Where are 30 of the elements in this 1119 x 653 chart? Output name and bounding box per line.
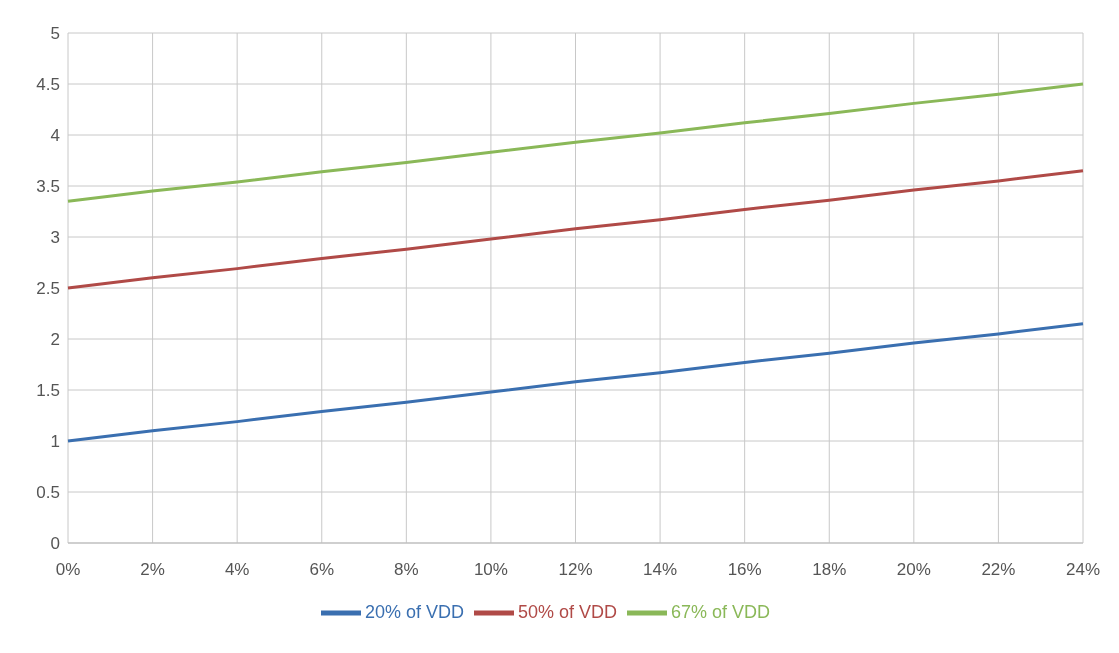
x-tick-label: 10% (473, 560, 508, 580)
x-tick-label: 22% (981, 560, 1016, 580)
y-tick-label: 2.5 (36, 279, 60, 299)
x-tick-label: 2% (140, 560, 165, 580)
y-tick-label: 3.5 (36, 177, 60, 197)
y-tick-label: 1 (50, 432, 60, 452)
line-series (66, 322, 1085, 443)
line-series (66, 82, 1085, 203)
legend-label: 20% of VDD (364, 601, 464, 622)
y-tick-label: 0.5 (36, 483, 60, 503)
y-tick-label: 4 (50, 126, 60, 146)
x-tick-label: 20% (896, 560, 931, 580)
x-tick-label: 8% (394, 560, 419, 580)
legend-label: 50% of VDD (517, 601, 618, 622)
y-tick-label: 4.5 (36, 75, 60, 95)
x-tick-label: 0% (55, 560, 81, 580)
legend-label: 67% of VDD (671, 601, 771, 622)
y-tick-label: 3 (50, 228, 60, 248)
x-tick-label: 18% (812, 560, 847, 580)
x-tick-label: 6% (309, 560, 335, 580)
y-tick-label: 2 (50, 330, 60, 350)
y-tick-label: 0 (50, 534, 60, 554)
x-tick-label: 12% (558, 560, 593, 580)
x-tick-label: 24% (1065, 560, 1101, 580)
y-tick-label: 1.5 (36, 381, 60, 401)
line-series (66, 169, 1085, 290)
x-tick-label: 14% (643, 560, 678, 580)
x-tick-label: 16% (727, 560, 762, 580)
x-tick-label: 4% (224, 560, 250, 580)
y-tick-label: 5 (50, 24, 60, 44)
